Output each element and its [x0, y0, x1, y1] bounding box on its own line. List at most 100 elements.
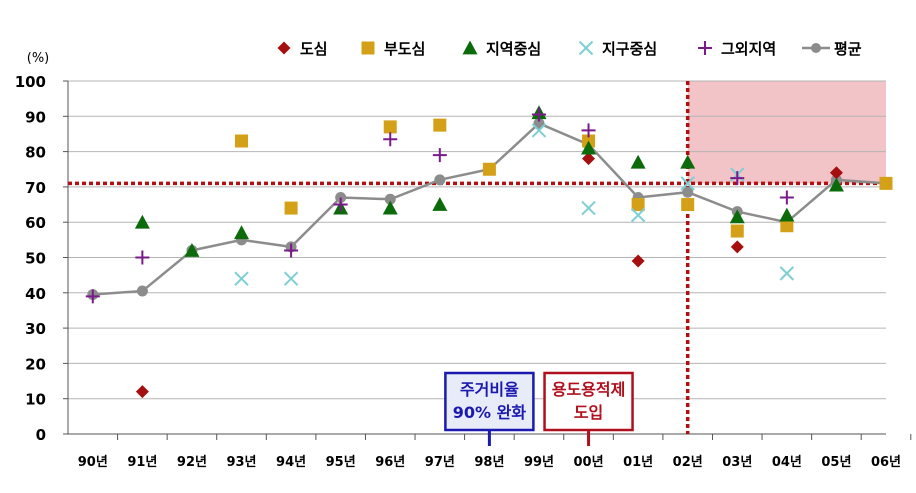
data-point-triangle [828, 177, 844, 192]
x-tick-label: 99년 [524, 455, 554, 470]
data-point-triangle [729, 209, 745, 224]
data-point-triangle [680, 154, 696, 169]
highlight-region [687, 81, 886, 184]
legend-label: 지구중심 [602, 40, 657, 58]
series-markers [85, 105, 893, 399]
data-point-triangle [234, 225, 250, 240]
data-point-diamond [730, 240, 744, 254]
x-tick-label: 94년 [276, 455, 306, 470]
data-point-diamond [582, 152, 596, 166]
data-point-x [680, 176, 695, 191]
annotation-text: 도입 [574, 403, 603, 422]
data-point-square [730, 224, 744, 238]
data-point-square [879, 176, 893, 190]
legend-label: 그외지역 [721, 40, 776, 58]
legend-label: 부도심 [384, 40, 425, 58]
data-point-plus [730, 171, 745, 186]
data-point-x [630, 207, 646, 223]
data-point-triangle [779, 207, 795, 222]
data-point-average [136, 285, 148, 297]
legend-swatch [462, 40, 478, 55]
reference-lines [68, 81, 886, 434]
data-point-square [284, 201, 298, 215]
data-point-triangle [581, 140, 597, 155]
data-point-square [383, 120, 397, 134]
data-point-triangle [134, 214, 150, 229]
legend-label: 평균 [834, 40, 862, 58]
data-point-plus [85, 289, 100, 304]
x-tick-label: 97년 [425, 455, 455, 470]
data-point-square [681, 198, 695, 212]
data-point-plus [383, 132, 398, 147]
data-point-diamond [135, 385, 149, 399]
y-tick-label: 70 [25, 179, 46, 197]
data-point-plus [531, 107, 546, 122]
y-tick-label: 100 [15, 73, 46, 91]
legend-swatch [578, 40, 594, 56]
x-tick-label: 91년 [127, 455, 157, 470]
legend: 도심 부도심 지역중심 지구중심 그외지역 평균 [277, 40, 862, 58]
x-tick-label: 04년 [772, 455, 802, 470]
annotation-text: 용도용적제 [552, 380, 626, 399]
x-tick-label: 96년 [375, 455, 405, 470]
data-point-diamond [829, 166, 843, 180]
data-point-average [335, 191, 347, 203]
x-tick-label: 92년 [177, 455, 207, 470]
data-point-triangle [382, 200, 398, 215]
y-tick-label: 90 [25, 108, 46, 126]
data-point-triangle [630, 154, 646, 169]
data-point-plus [432, 148, 447, 163]
annotation-text: 주거비율 [460, 380, 519, 399]
y-tick-label: 30 [25, 320, 46, 338]
y-tick-label: 0 [36, 426, 46, 444]
x-tick-label: 90년 [78, 455, 108, 470]
x-tick-label: 03년 [722, 455, 752, 470]
data-point-triangle [432, 197, 448, 211]
data-point-plus [779, 190, 794, 205]
data-point-diamond [631, 254, 645, 268]
y-tick-label: 40 [25, 285, 46, 303]
data-point-average [533, 117, 545, 129]
legend-swatch [361, 41, 375, 55]
data-point-x [779, 266, 795, 281]
data-point-square [482, 162, 496, 176]
annotation-box [444, 371, 535, 432]
legend-swatch [277, 41, 291, 55]
x-tick-label: 93년 [226, 455, 256, 470]
x-tick-label: 02년 [673, 455, 703, 470]
data-point-average [434, 174, 446, 186]
x-tick-label: 98년 [474, 455, 504, 470]
shaded-region [687, 81, 886, 184]
data-point-triangle [184, 242, 200, 257]
legend-label: 지역중심 [486, 40, 541, 58]
x-tick-label: 05년 [821, 455, 851, 470]
data-point-square [235, 134, 249, 148]
x-tick-label: 06년 [871, 455, 901, 470]
legend-swatch-marker [811, 43, 821, 53]
legend-label: 도심 [300, 40, 328, 58]
data-point-plus [284, 243, 299, 258]
x-tick-label: 01년 [623, 455, 653, 470]
data-point-plus [581, 123, 596, 138]
gridlines [68, 80, 886, 400]
data-point-x [283, 271, 299, 286]
y-tick-label: 80 [25, 144, 46, 162]
data-point-x [531, 123, 547, 138]
data-point-average [682, 186, 694, 198]
data-point-plus [135, 250, 150, 265]
y-tick-label: 20 [25, 355, 46, 373]
data-point-plus [333, 197, 348, 212]
y-tick-label: 50 [25, 250, 46, 268]
y-tick-label: 10 [25, 391, 46, 409]
x-tick-label: 00년 [574, 455, 604, 470]
data-point-average [384, 193, 396, 205]
annotation-box [543, 371, 634, 432]
data-point-square [780, 219, 794, 233]
data-point-square [631, 198, 645, 212]
x-tick-label: 95년 [326, 455, 356, 470]
legend-swatch [698, 41, 712, 55]
data-point-square [433, 118, 447, 132]
y-axis-label: (%) [27, 51, 50, 66]
